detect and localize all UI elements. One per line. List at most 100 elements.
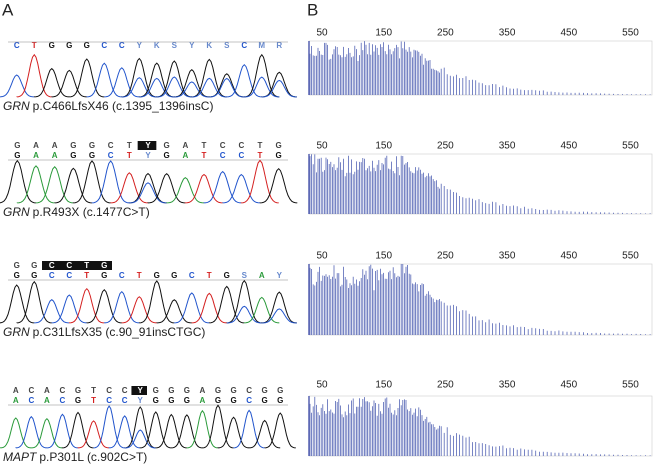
base-call: G (75, 386, 81, 395)
base-call: A (44, 396, 50, 405)
base-call: C (49, 261, 55, 270)
peak (261, 291, 297, 324)
peak (110, 172, 149, 204)
peak (103, 290, 140, 324)
peak (93, 405, 125, 449)
base-call: C (60, 386, 66, 395)
peak (243, 296, 280, 324)
base-call: C (220, 151, 226, 160)
base-call: T (32, 41, 37, 50)
base-call: A (33, 141, 39, 150)
trace-frame (308, 263, 653, 336)
trace-frame (308, 395, 653, 457)
tick-label: 50 (316, 28, 328, 39)
peak (222, 173, 261, 204)
base-call: T (91, 396, 96, 405)
base-call: C (241, 41, 247, 50)
base-call: G (89, 151, 95, 160)
trace (309, 41, 651, 95)
base-call: G (75, 396, 81, 405)
base-call: G (70, 141, 76, 150)
base-call: C (101, 41, 107, 50)
tick-label: 50 (316, 141, 328, 152)
base-call: G (14, 151, 20, 160)
caption-gene: GRN (3, 99, 30, 113)
base-call: Y (137, 41, 143, 50)
tick-label: 350 (499, 28, 516, 39)
peak (30, 417, 63, 449)
base-call: C (14, 41, 20, 50)
base-call: Y (145, 151, 151, 160)
base-call: G (224, 271, 230, 280)
peak (155, 413, 187, 449)
base-call: C (122, 396, 128, 405)
base-call: T (91, 386, 96, 395)
base-call: C (49, 271, 55, 280)
tick-label: 50 (316, 380, 328, 391)
peak (15, 415, 47, 449)
base-call: G (164, 151, 170, 160)
peak (233, 409, 265, 449)
base-call: C (122, 386, 128, 395)
base-call: A (52, 141, 58, 150)
base-call: G (262, 396, 268, 405)
peak (0, 74, 35, 98)
base-call: C (189, 271, 195, 280)
tick-label: 150 (375, 28, 392, 39)
base-call: A (182, 151, 188, 160)
peak (261, 308, 297, 324)
highlight-box (131, 386, 147, 395)
base-call: A (200, 386, 206, 395)
panel-label: A (2, 0, 14, 19)
panel-label: B (307, 0, 318, 19)
peak (156, 299, 192, 324)
tick-label: 50 (316, 251, 328, 262)
peak (108, 415, 141, 449)
base-call: C (28, 386, 34, 395)
base-call: T (258, 151, 263, 160)
peak (0, 284, 35, 324)
peak (264, 412, 296, 449)
peak (121, 57, 157, 98)
peak (139, 411, 172, 449)
base-call: G (153, 396, 159, 405)
tick-label: 450 (560, 380, 577, 391)
tick-label: 150 (375, 251, 392, 262)
base-call: T (127, 141, 132, 150)
peak (147, 173, 186, 204)
base-call: K (154, 41, 160, 50)
base-call: A (13, 396, 19, 405)
base-call: G (184, 396, 190, 405)
base-call: Y (138, 386, 144, 395)
peak (191, 58, 227, 98)
base-call: C (246, 396, 252, 405)
peak (248, 419, 281, 449)
peak (51, 69, 87, 98)
trace (309, 154, 651, 214)
base-call: G (49, 41, 55, 50)
base-call: S (172, 41, 178, 50)
caption-variant: p.R493X (c.1477C>T) (33, 205, 150, 219)
peak (138, 62, 175, 98)
base-call: G (14, 261, 20, 270)
peak (191, 77, 227, 98)
base-call: G (230, 386, 236, 395)
tick-label: 450 (560, 141, 577, 152)
base-call: T (258, 141, 263, 150)
base-call: C (66, 261, 72, 270)
tick-label: 450 (560, 28, 577, 39)
peak (121, 296, 157, 324)
peak (186, 409, 219, 449)
base-call: G (215, 386, 221, 395)
peak (170, 414, 203, 449)
base-call: G (215, 396, 221, 405)
peak (0, 159, 37, 204)
peak (86, 289, 122, 324)
base-call: C (238, 151, 244, 160)
base-call: R (276, 41, 282, 50)
peak (46, 413, 79, 449)
base-call: C (119, 271, 125, 280)
tick-label: 350 (499, 251, 516, 262)
peak (139, 77, 175, 98)
